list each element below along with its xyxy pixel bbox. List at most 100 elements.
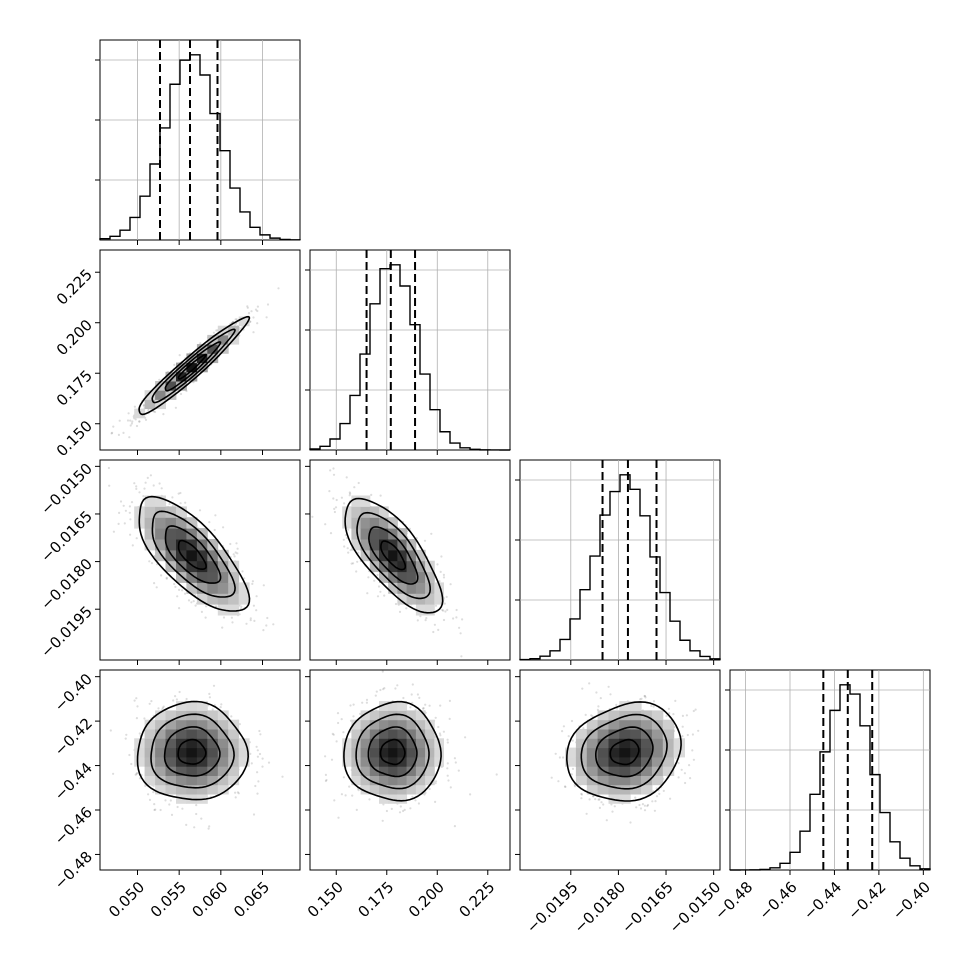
sample-point xyxy=(128,511,131,514)
sample-point xyxy=(423,539,427,542)
density-cell xyxy=(597,710,609,721)
sample-point xyxy=(112,772,115,775)
density-cell xyxy=(597,738,609,749)
density-cell xyxy=(397,729,408,739)
density-cell xyxy=(425,604,435,616)
sample-point xyxy=(434,782,437,785)
sample-point xyxy=(311,515,314,518)
sample-point xyxy=(185,697,188,701)
sample-point xyxy=(597,705,600,708)
sample-point xyxy=(449,786,452,789)
sample-point xyxy=(405,607,408,610)
density-cell xyxy=(186,353,198,364)
sample-point xyxy=(457,769,460,772)
density-cell xyxy=(415,747,426,758)
density-cell xyxy=(165,506,177,518)
sample-point xyxy=(234,791,237,794)
density-cell xyxy=(342,517,352,529)
density-cell xyxy=(186,784,198,795)
density-cell xyxy=(238,316,250,327)
sample-point xyxy=(333,799,336,802)
sample-point xyxy=(181,807,184,810)
sample-point xyxy=(446,738,449,741)
sample-point xyxy=(337,816,340,819)
density-cell xyxy=(176,784,187,795)
sample-point xyxy=(662,789,665,793)
sample-point xyxy=(135,717,138,720)
sample-point xyxy=(130,762,133,766)
sample-point xyxy=(332,467,335,470)
sample-point xyxy=(615,703,618,707)
density-cell xyxy=(186,517,198,529)
sample-point xyxy=(147,409,150,412)
density-cell xyxy=(379,719,389,730)
density-cell xyxy=(434,756,444,767)
sample-point xyxy=(430,532,433,535)
sample-point xyxy=(165,577,168,580)
sample-point xyxy=(328,490,331,493)
sample-point xyxy=(691,733,695,736)
density-cell xyxy=(651,710,664,721)
density-cell xyxy=(217,549,229,562)
density-cell xyxy=(415,775,426,786)
sample-point xyxy=(246,305,249,308)
density-cell xyxy=(186,362,198,373)
sample-point xyxy=(240,607,243,610)
density-cell xyxy=(144,766,156,776)
density-cell xyxy=(217,582,229,594)
sample-point xyxy=(686,733,689,737)
density-cell xyxy=(196,729,208,739)
density-cell xyxy=(228,593,240,605)
density-cell xyxy=(619,738,631,749)
sample-point xyxy=(436,563,439,566)
density-cell xyxy=(165,766,177,776)
contour-line xyxy=(138,495,251,612)
sample-point xyxy=(234,796,237,799)
density-content xyxy=(109,684,284,830)
sample-point xyxy=(365,698,369,702)
sample-point xyxy=(651,800,654,803)
sample-point xyxy=(110,432,113,435)
y-tick-label: 0.175 xyxy=(53,367,96,410)
density-cell xyxy=(155,549,166,562)
sample-point xyxy=(382,803,385,806)
sample-point xyxy=(644,696,647,699)
sample-point xyxy=(171,496,174,499)
density-cell xyxy=(360,738,371,749)
sample-point xyxy=(432,630,435,634)
density-cell xyxy=(406,729,417,739)
sample-point xyxy=(277,287,280,290)
sample-point xyxy=(635,806,638,809)
sample-point xyxy=(590,714,593,717)
sample-point xyxy=(207,827,210,830)
density-cell xyxy=(662,766,675,776)
density-cell xyxy=(176,371,187,382)
sample-point xyxy=(446,767,449,770)
sample-point xyxy=(198,509,202,512)
density-cell xyxy=(575,766,588,776)
sample-point xyxy=(138,777,142,780)
density-cell xyxy=(207,593,219,605)
sample-point xyxy=(258,752,262,756)
sample-point xyxy=(119,500,123,503)
density-cell xyxy=(155,766,166,776)
sample-point xyxy=(444,610,447,613)
x-tick-label: −0.0165 xyxy=(618,878,677,937)
density-cell xyxy=(342,747,352,758)
density-cell xyxy=(165,710,177,721)
density-cell xyxy=(196,701,208,711)
density-cell xyxy=(388,582,398,594)
sample-point xyxy=(142,404,145,407)
density-cell xyxy=(155,784,166,795)
sample-point xyxy=(172,699,175,702)
sample-point xyxy=(582,727,585,730)
sample-point xyxy=(347,528,350,531)
sample-point xyxy=(455,616,458,619)
density-cell xyxy=(651,756,664,767)
sample-point xyxy=(122,431,125,434)
sample-point xyxy=(442,609,445,612)
sample-point xyxy=(233,555,236,558)
sample-point xyxy=(668,712,671,715)
density-cell xyxy=(165,729,177,739)
sample-point xyxy=(667,707,671,710)
